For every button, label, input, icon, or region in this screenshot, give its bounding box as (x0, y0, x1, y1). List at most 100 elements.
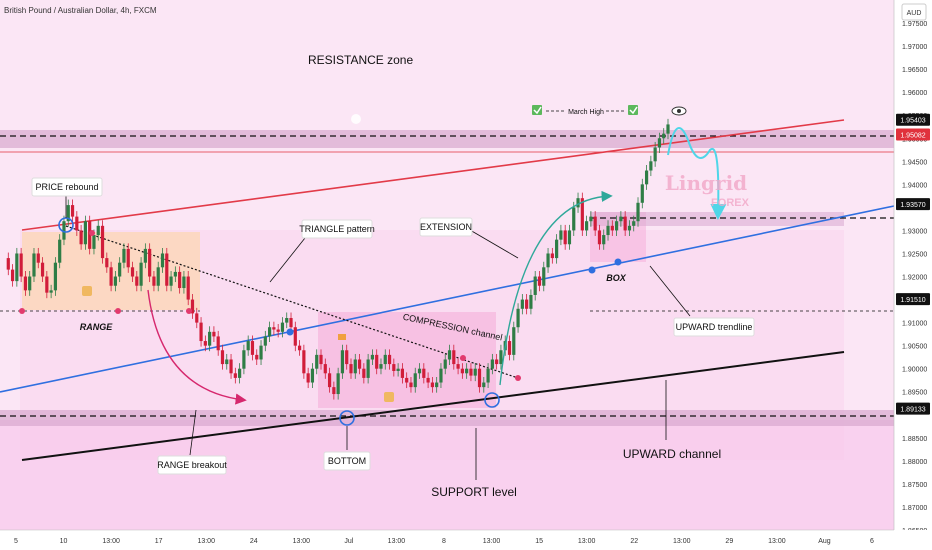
price-rebound-label: PRICE rebound (35, 182, 98, 192)
x-tick-label: 24 (250, 538, 258, 545)
x-tick-label: 13:00 (578, 538, 596, 545)
candle-body (113, 276, 117, 286)
x-tick-label: 5 (14, 538, 18, 545)
box-label: BOX (606, 273, 627, 283)
currency-label: AUD (907, 10, 922, 17)
y-tick-label: 1.90000 (902, 367, 927, 374)
candle-body (627, 225, 632, 231)
lower-channel-line (21, 351, 845, 461)
price-tag-bg (896, 113, 930, 126)
bottom-label: BOTTOM (328, 456, 366, 466)
marker-dot (515, 375, 521, 381)
candle-body (285, 318, 289, 323)
candle-body (555, 239, 559, 259)
callout-box (301, 219, 373, 239)
x-tick-label: 13:00 (483, 538, 501, 545)
candle-body (100, 225, 105, 259)
marker-dot (19, 308, 25, 314)
candle-body (602, 235, 606, 245)
candle-body (105, 258, 109, 268)
y-tick-label: 1.89500 (902, 390, 927, 397)
candle-body (40, 262, 45, 277)
candle-body (130, 267, 135, 277)
candle-body (392, 364, 396, 371)
candle-body (567, 230, 572, 245)
note-icon (384, 392, 394, 402)
candle-body (259, 345, 263, 360)
candle-body (370, 354, 375, 360)
currency-button[interactable] (901, 3, 927, 21)
y-tick-label: 1.93000 (902, 228, 927, 235)
candle-body (268, 327, 272, 337)
candle-body (585, 221, 589, 231)
candle-body (10, 269, 15, 282)
candles (6, 118, 670, 400)
candle-body (456, 364, 460, 369)
y-tick-label: 1.92500 (902, 251, 927, 258)
candle-body (353, 359, 357, 374)
candle-body (315, 354, 319, 369)
candle-body (83, 221, 87, 245)
marker-dot (186, 308, 192, 314)
candle-body (482, 382, 486, 388)
candle-body (332, 387, 336, 395)
x-tick-label: 15 (535, 538, 543, 545)
candle-body (465, 368, 469, 374)
candle-body (186, 276, 190, 300)
price-tag-bg (896, 402, 930, 415)
candle-body (118, 262, 122, 277)
candle-body (499, 350, 503, 365)
x-tick-label: 29 (725, 538, 733, 545)
range-breakout-label: RANGE breakout (157, 460, 227, 470)
x-tick-label: 13:00 (768, 538, 786, 545)
candle-body (173, 271, 177, 277)
watermark-subtext: FOREX (711, 197, 750, 209)
price-tag-label: 1.93570 (900, 202, 925, 209)
time-axis[interactable] (0, 530, 932, 550)
candle-body (96, 225, 100, 236)
triangle-pattern-label: TRIANGLE pattern (299, 224, 375, 234)
candle-body (263, 336, 267, 346)
callout-box (673, 317, 755, 337)
candle-body (19, 253, 23, 277)
candle-body (563, 230, 567, 245)
candle-body (289, 318, 293, 328)
check-icon (532, 105, 542, 115)
candle-body (139, 262, 143, 286)
candle-body (546, 253, 550, 268)
candle-body (302, 350, 306, 374)
check-icon-mark (533, 106, 542, 115)
candle-body (49, 290, 53, 293)
x-tick-label: 13:00 (388, 538, 406, 545)
candle-body (644, 170, 649, 185)
y-tick-label: 1.97500 (902, 21, 927, 28)
candle-body (28, 276, 32, 291)
x-tick-label: 22 (630, 538, 638, 545)
candle-body (610, 225, 614, 231)
candle-body (362, 368, 366, 378)
candle-body (195, 313, 199, 323)
candle-body (405, 377, 409, 383)
candle-body (233, 373, 237, 378)
candle-body (79, 230, 83, 245)
candle-body (152, 276, 156, 286)
candle-body (542, 267, 546, 286)
candle-body (426, 377, 430, 383)
candle-body (323, 364, 327, 374)
candle-body (550, 253, 554, 259)
candle-body (293, 327, 297, 346)
candle-body (169, 276, 173, 286)
extension-label: EXTENSION (420, 222, 472, 232)
candle-body (576, 198, 580, 208)
watermark-text: Lingrid (665, 171, 747, 195)
price-tag-bg (896, 198, 930, 211)
candle-body (250, 341, 255, 355)
candle-body (220, 350, 225, 365)
candle-body (160, 253, 165, 268)
price-axis[interactable] (894, 0, 932, 550)
diamond-icon (351, 114, 361, 124)
march-high-label: March High (568, 109, 604, 116)
y-tick-label: 1.91000 (902, 321, 927, 328)
resistance-zone-label: RESISTANCE zone (308, 53, 413, 67)
